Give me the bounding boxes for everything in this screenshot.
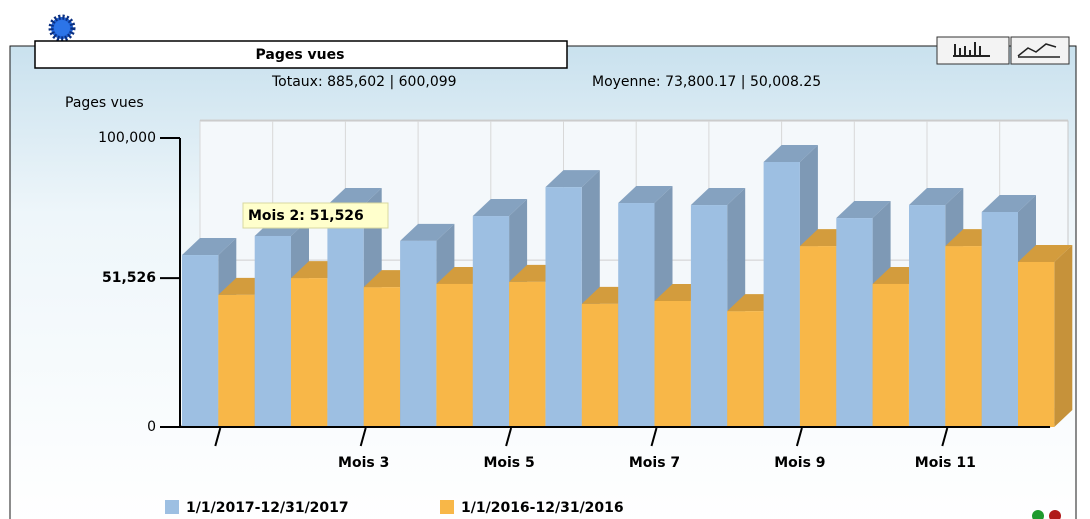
y-tick-label: 51,526 (102, 270, 156, 286)
tooltip-box (242, 202, 389, 229)
x-tick (359, 427, 367, 447)
tooltip-text: Mois 2: 51,526 (248, 208, 364, 224)
bar-top (400, 223, 455, 241)
bar-top (1018, 244, 1073, 262)
bar-top (618, 186, 673, 204)
average: Moyenne: 73,800.17 | 50,008.25 (592, 74, 821, 90)
bar (945, 246, 982, 427)
y-tick-label: 0 (147, 419, 156, 435)
bar (909, 205, 946, 427)
y-tick-label: 100,000 (98, 130, 156, 146)
bar (363, 287, 400, 427)
bar-button[interactable] (936, 36, 1010, 65)
bar (545, 187, 582, 427)
bar (799, 246, 837, 427)
bar-top (545, 170, 600, 188)
x-tick-label: Mois 5 (483, 455, 534, 471)
bar (654, 300, 691, 427)
status-red (1049, 510, 1061, 519)
legend-swatch (165, 500, 179, 514)
bar-side (1054, 244, 1073, 427)
bar-top (182, 238, 237, 256)
bar (509, 281, 546, 427)
x-tick (941, 427, 949, 447)
x-tick-label: Mois 3 (338, 455, 389, 471)
chart-title: Pages vues (256, 47, 345, 63)
bar (690, 205, 728, 427)
status-green (1032, 510, 1044, 519)
tooltip: Mois 2: 51,526 (242, 202, 389, 229)
bar-top (909, 188, 964, 206)
bar (436, 283, 473, 427)
legend-label: 1/1/2017-12/31/2017 (186, 500, 349, 516)
bar (836, 218, 873, 427)
bar (254, 235, 291, 427)
bar-top (981, 194, 1036, 212)
bar (218, 294, 255, 427)
bar-top (763, 144, 818, 162)
bar (291, 278, 328, 427)
line-button[interactable] (1010, 36, 1070, 65)
bar (581, 303, 619, 427)
bar (1018, 261, 1055, 427)
x-tick (214, 427, 222, 447)
bar (182, 255, 219, 427)
x-tick-label: Mois 9 (774, 455, 825, 471)
x-tick-label: Mois 7 (629, 455, 680, 471)
x-tick (650, 427, 658, 447)
bar (618, 203, 655, 427)
bar (327, 205, 364, 427)
bar (400, 240, 437, 427)
bar (872, 283, 909, 427)
bar (727, 311, 764, 427)
bar (763, 161, 800, 427)
bar (472, 216, 510, 427)
logo (48, 14, 76, 42)
title-box (34, 40, 568, 69)
bar-top (690, 188, 746, 206)
y-axis-label: Pages vues (65, 95, 144, 111)
x-tick (795, 427, 803, 447)
bar (981, 211, 1018, 427)
x-tick (505, 427, 513, 447)
x-tick-label: Mois 11 (915, 455, 976, 471)
legend-swatch (440, 500, 454, 514)
bar-top (472, 199, 528, 217)
bar-top (836, 201, 891, 219)
totals: Totaux: 885,602 | 600,099 (271, 74, 457, 90)
bar-top (327, 188, 382, 206)
chart-type-buttons (936, 36, 1070, 65)
legend-label: 1/1/2016-12/31/2016 (461, 500, 624, 516)
